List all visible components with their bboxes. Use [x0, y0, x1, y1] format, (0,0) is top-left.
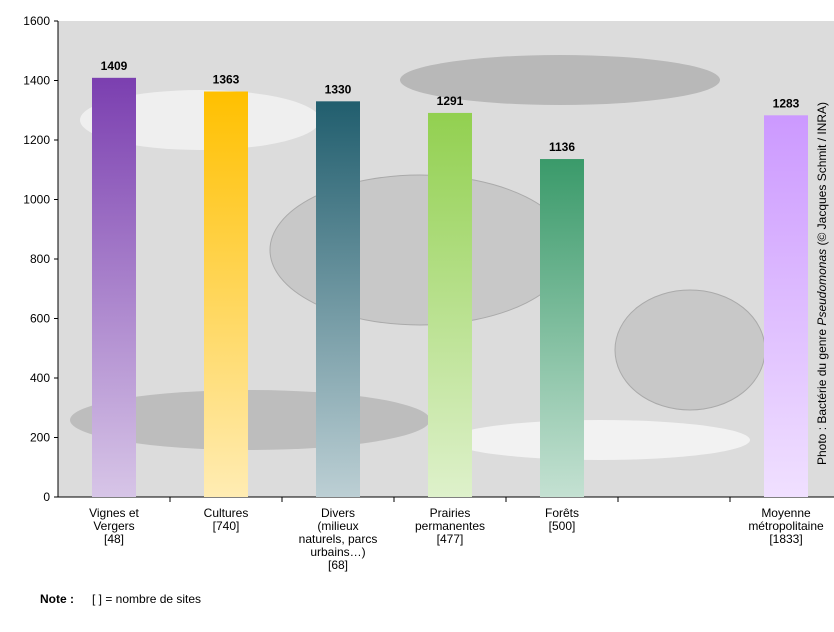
x-tick-label-line: (milieux — [317, 519, 358, 533]
bar — [204, 91, 248, 497]
y-tick-label: 600 — [30, 312, 50, 326]
x-tick-label-line: [500] — [549, 519, 576, 533]
x-tick-label-line: [68] — [328, 558, 348, 572]
x-tick-label-line: Vergers — [93, 519, 134, 533]
x-tick-label-line: Divers — [321, 506, 355, 520]
credit-prefix: Photo : Bactérie du genre — [815, 326, 829, 465]
x-tick-label-line: naturels, parcs — [299, 532, 378, 546]
x-tick-label-line: Cultures — [204, 506, 249, 520]
value-label: 1363 — [213, 73, 240, 87]
y-tick-label: 1200 — [23, 133, 50, 147]
note-text: [ ] = nombre de sites — [92, 592, 201, 606]
value-label: 1136 — [549, 140, 575, 154]
bar — [92, 77, 136, 497]
x-tick-label-line: permanentes — [415, 519, 485, 533]
x-tick-label-line: Vignes et — [89, 506, 139, 520]
value-label: 1409 — [101, 59, 128, 73]
credit-italic: Pseudomonas — [815, 249, 829, 326]
bar — [764, 115, 808, 498]
y-tick-label: 0 — [43, 490, 50, 504]
x-tick-label: Forêts [500] — [545, 506, 579, 533]
note-label: Note : — [40, 592, 74, 606]
bar — [428, 112, 472, 498]
x-tick-label-line: [740] — [213, 519, 240, 533]
x-tick-label: Cultures [740] — [204, 506, 249, 533]
y-tick-label: 400 — [30, 371, 50, 385]
y-tick-label: 200 — [30, 431, 50, 445]
x-tick-label: Divers (milieux naturels, parcs urbains…) [6… — [299, 506, 378, 572]
y-tick-label: 1000 — [23, 193, 50, 207]
x-tick-label-line: [1833] — [769, 532, 802, 546]
y-tick-label: 800 — [30, 252, 50, 266]
y-tick-label: 1400 — [23, 74, 50, 88]
credit-suffix: (© Jacques Schmit / INRA) — [815, 102, 829, 249]
x-tick-label-line: Prairies — [430, 506, 471, 520]
value-label: 1291 — [437, 94, 464, 108]
x-tick-label: Vignes et Vergers [48] — [89, 506, 139, 546]
x-tick-label-line: métropolitaine — [748, 519, 824, 533]
x-tick-label-line: [477] — [437, 532, 464, 546]
x-tick-label-line: Moyenne — [761, 506, 811, 520]
value-label: 1330 — [325, 82, 352, 96]
x-tick-label: Moyenne métropolitaine [1833] — [748, 506, 824, 546]
value-label: 1283 — [773, 96, 800, 110]
x-tick-label: Prairies permanentes [477] — [415, 506, 485, 546]
bar — [316, 101, 360, 497]
y-tick-label: 1600 — [23, 14, 50, 28]
x-tick-label-line: Forêts — [545, 506, 579, 520]
x-tick-label-line: [48] — [104, 532, 124, 546]
bar — [540, 159, 584, 498]
x-tick-label-line: urbains…) — [310, 545, 365, 559]
photo-credit: Photo : Bactérie du genre Pseudomonas (©… — [815, 102, 829, 465]
